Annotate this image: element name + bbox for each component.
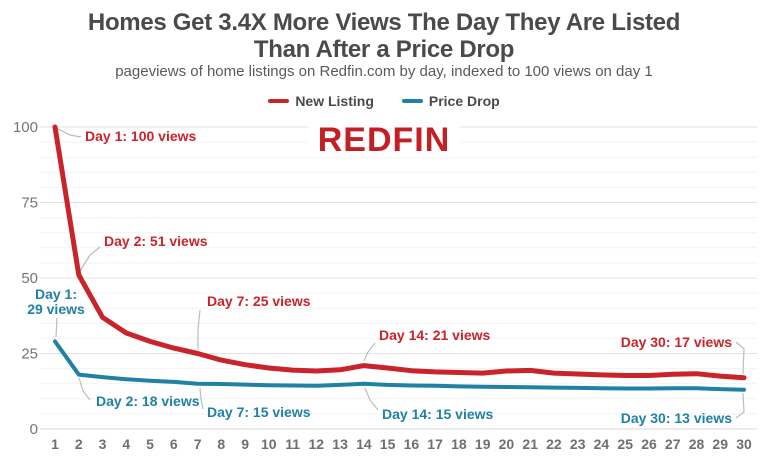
x-axis-label: 25: [617, 436, 633, 452]
x-axis-label: 30: [736, 436, 752, 452]
chart-subtitle: pageviews of home listings on Redfin.com…: [115, 63, 653, 80]
x-axis-label: 15: [380, 436, 396, 452]
x-axis-label: 9: [241, 436, 249, 452]
annotation-label: Day 2: 18 views: [96, 393, 200, 409]
x-axis-label: 22: [546, 436, 562, 452]
x-axis-label: 23: [570, 436, 586, 452]
annotation-label: 29 views: [27, 301, 85, 317]
x-axis-label: 24: [594, 436, 610, 452]
price-drop-swatch-icon: [401, 99, 423, 103]
annotation-leader: [363, 342, 376, 362]
new-listing-swatch-icon: [268, 99, 290, 103]
x-axis-label: 2: [75, 436, 83, 452]
y-axis-label: 100: [13, 119, 38, 136]
annotation-label: Day 14: 21 views: [379, 327, 491, 343]
x-axis-label: 3: [99, 436, 107, 452]
x-axis-label: 26: [641, 436, 657, 452]
x-axis-label: 16: [404, 436, 420, 452]
x-axis-label: 28: [689, 436, 705, 452]
legend-item-price-drop: Price Drop: [401, 93, 500, 109]
x-axis-label: 13: [332, 436, 348, 452]
annotation-leader: [55, 317, 58, 338]
annotation-leader: [735, 341, 745, 375]
annotation-leader: [199, 387, 204, 410]
annotation-label: Day 30: 17 views: [621, 334, 733, 350]
x-axis-label: 10: [261, 436, 277, 452]
x-axis-label: 19: [475, 436, 491, 452]
series-line-price-drop: [53, 339, 746, 392]
annotation-label: Day 2: 51 views: [104, 233, 208, 249]
y-axis-label: 50: [21, 270, 38, 287]
annotation-leader: [79, 246, 101, 272]
annotation-leader: [197, 309, 201, 350]
annotation-leader: [364, 387, 379, 411]
x-axis-label: 4: [122, 436, 130, 452]
legend-label-price-drop: Price Drop: [428, 93, 500, 109]
x-axis-label: 20: [499, 436, 515, 452]
y-axis-label: 75: [21, 195, 38, 212]
x-axis-label: 14: [356, 436, 372, 452]
annotation-label: Day 14: 15 views: [382, 406, 494, 422]
x-axis-label: 7: [194, 436, 202, 452]
annotation-label: Day 7: 25 views: [207, 293, 311, 309]
x-axis-label: 8: [217, 436, 225, 452]
x-axis-label: 6: [170, 436, 178, 452]
redfin-logo: REDFIN: [307, 123, 461, 157]
legend: New Listing Price Drop: [0, 93, 768, 109]
chart-title-line2: Than After a Price Drop: [253, 36, 515, 63]
chart-title: Homes Get 3.4X More Views The Day They A…: [0, 9, 768, 63]
legend-label-new-listing: New Listing: [295, 93, 374, 109]
x-axis-label: 18: [451, 436, 467, 452]
chart-title-line1: Homes Get 3.4X More Views The Day They A…: [87, 9, 681, 36]
series-line-new-listing: [52, 124, 747, 381]
annotation-label: Day 7: 15 views: [207, 404, 311, 420]
x-axis-label: 11: [285, 436, 300, 452]
annotation-label: Day 1: 100 views: [85, 128, 197, 144]
x-axis-label: 1: [51, 436, 59, 452]
logo-container: REDFIN: [0, 123, 768, 157]
x-axis-label: 5: [146, 436, 154, 452]
x-axis-label: 12: [309, 436, 325, 452]
y-axis-label: 25: [21, 346, 38, 363]
legend-item-new-listing: New Listing: [268, 93, 374, 109]
y-axis-label: 0: [30, 421, 38, 438]
x-axis-label: 27: [665, 436, 681, 452]
x-axis-label: 21: [522, 436, 538, 452]
x-axis-label: 29: [712, 436, 728, 452]
annotation-label: Day 30: 13 views: [621, 410, 733, 426]
annotation-leader: [57, 128, 82, 138]
x-axis-label: 17: [427, 436, 443, 452]
annotation-leader: [735, 392, 745, 419]
annotation-label: Day 1:: [35, 286, 77, 302]
annotation-leader: [78, 377, 91, 401]
